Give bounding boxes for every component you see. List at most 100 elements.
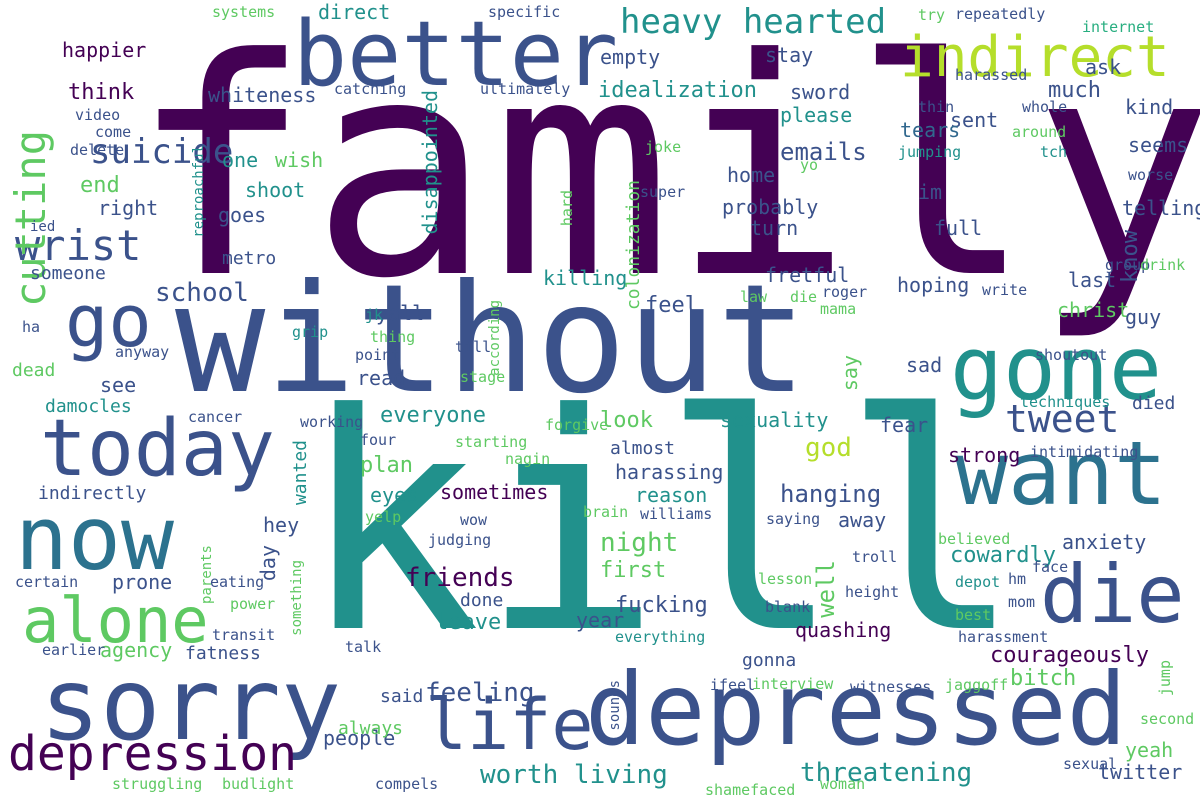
- word-away: away: [838, 508, 887, 532]
- word-indirectly: indirectly: [38, 483, 147, 504]
- word-drink: drink: [1140, 256, 1186, 274]
- word-fretful: fretful: [765, 263, 850, 287]
- word-harassment: harassment: [958, 628, 1049, 646]
- word-sad: sad: [906, 353, 943, 377]
- word-joke: joke: [645, 138, 682, 156]
- word-hm: hm: [1008, 570, 1027, 588]
- word-law: law: [740, 288, 768, 306]
- word-witnesses: witnesses: [850, 678, 932, 696]
- word-life: life: [425, 684, 594, 766]
- word-prone: prone: [112, 570, 173, 594]
- word-nagin: nagin: [505, 450, 551, 468]
- word-bitch: bitch: [1010, 666, 1077, 691]
- word-grip: grip: [292, 323, 329, 341]
- word-quashing: quashing: [795, 618, 892, 642]
- word-stage: stage: [460, 368, 506, 386]
- word-jk: jk: [365, 306, 384, 324]
- word-better: better: [293, 2, 619, 107]
- word-talk: talk: [345, 638, 382, 656]
- word-roger: roger: [822, 283, 868, 301]
- word-ha: ha: [22, 318, 41, 336]
- word-home: home: [727, 163, 776, 187]
- word-catching: catching: [334, 80, 407, 98]
- word-wish: wish: [275, 148, 324, 172]
- word-feeling: feeling: [425, 678, 535, 708]
- word-died: died: [1132, 393, 1176, 414]
- word-shoutout: shoutout: [1035, 346, 1108, 364]
- word-compels: compels: [375, 775, 439, 793]
- word-year: year: [576, 608, 625, 632]
- word-sorry: sorry: [40, 646, 342, 763]
- word-sometimes: sometimes: [440, 480, 549, 504]
- word-judging: judging: [428, 531, 492, 549]
- word-indirect: indirect: [900, 25, 1170, 90]
- word-hanging: hanging: [780, 480, 882, 508]
- word-leave: leave: [435, 610, 502, 635]
- word-sent: sent: [950, 108, 999, 132]
- word-say: say: [838, 355, 862, 392]
- word-worse: worse: [1128, 166, 1174, 184]
- word-done: done: [460, 590, 504, 611]
- word-sexuality: sexuality: [720, 408, 829, 432]
- word-im: im: [918, 180, 943, 204]
- word-kind: kind: [1125, 95, 1174, 119]
- word-internet: internet: [1082, 18, 1155, 36]
- word-christ: christ: [1057, 298, 1130, 322]
- word-family: family: [130, 0, 1200, 344]
- word-interview: interview: [752, 675, 834, 693]
- word-god: god: [805, 433, 852, 463]
- word-go: go: [65, 279, 152, 363]
- word-strong: strong: [948, 443, 1021, 467]
- word-everyone: everyone: [380, 403, 486, 428]
- word-one: one: [222, 148, 259, 172]
- word-shoot: shoot: [245, 178, 306, 202]
- word-ifeel: ifeel: [710, 676, 756, 694]
- word-die: die: [1040, 548, 1185, 641]
- word-shamefaced: shamefaced: [705, 781, 796, 799]
- word-friends: friends: [405, 563, 515, 593]
- word-four: four: [360, 431, 397, 449]
- word-yall: yall: [376, 301, 425, 325]
- word-ied: ied: [30, 219, 56, 235]
- word-forgive: forgive: [545, 416, 609, 434]
- word-last: last: [1068, 268, 1117, 292]
- word-ultimately: ultimately: [480, 80, 571, 98]
- word-sword: sword: [790, 80, 851, 104]
- word-yo: yo: [800, 156, 819, 174]
- word-wow: wow: [460, 511, 488, 529]
- word-mama: mama: [820, 300, 857, 318]
- word-depression: depression: [8, 726, 297, 782]
- word-empty: empty: [600, 45, 661, 69]
- word-delete: delete: [70, 141, 125, 159]
- word-earlier: earlier: [42, 641, 106, 659]
- word-killing: killing: [543, 266, 628, 290]
- word-group: group: [1105, 256, 1151, 274]
- word-someone: someone: [30, 263, 106, 284]
- word-cancer: cancer: [188, 408, 243, 426]
- word-starting: starting: [455, 433, 528, 451]
- word-intimidating: intimidating: [1030, 443, 1139, 461]
- word-whiteness: whiteness: [208, 83, 317, 107]
- word-yelp: yelp: [365, 508, 402, 526]
- word-reason: reason: [635, 483, 708, 507]
- word-feel: feel: [645, 293, 698, 318]
- word-emails: emails: [780, 138, 867, 166]
- word-around: around: [1012, 123, 1067, 141]
- word-today: today: [40, 404, 275, 494]
- word-dead: dead: [12, 360, 56, 381]
- word-see: see: [100, 373, 137, 397]
- word-jumping: jumping: [898, 143, 962, 161]
- word-end: end: [80, 173, 120, 198]
- word-much: much: [1048, 78, 1101, 103]
- word-systems: systems: [212, 3, 276, 21]
- word-reproachful: reproachful: [191, 145, 207, 238]
- word-mom: mom: [1008, 593, 1036, 611]
- word-fatness: fatness: [185, 643, 261, 664]
- word-suicide: suicide: [90, 132, 234, 172]
- word-telling: telling: [1122, 196, 1200, 220]
- word-working: working: [300, 413, 364, 431]
- word-worth-living: worth living: [480, 760, 668, 790]
- word-look: look: [600, 408, 653, 433]
- word-certain: certain: [15, 573, 79, 591]
- word-point: point: [355, 346, 401, 364]
